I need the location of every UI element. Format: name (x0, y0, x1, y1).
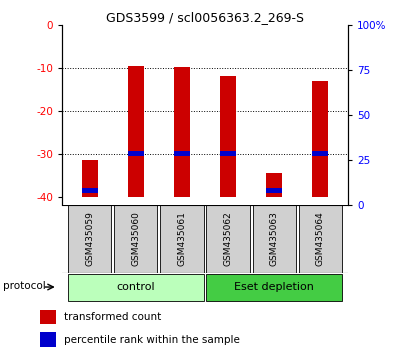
Bar (252, 205, 296, 273)
Bar (206, 205, 250, 273)
Text: GSM435059: GSM435059 (85, 211, 94, 267)
Bar (174, 151, 190, 156)
Text: GSM435064: GSM435064 (316, 212, 325, 266)
Bar (68, 274, 204, 301)
Bar (128, 151, 144, 156)
Bar (220, 151, 236, 156)
Bar (266, 173, 282, 197)
Bar (299, 205, 342, 273)
Bar (40, 332, 56, 347)
Text: transformed count: transformed count (64, 312, 161, 322)
Text: GSM435063: GSM435063 (270, 211, 279, 267)
Bar (312, 151, 328, 156)
Text: GSM435061: GSM435061 (178, 211, 186, 267)
Text: control: control (116, 282, 155, 292)
Bar (312, 81, 328, 197)
Bar (206, 274, 342, 301)
Bar (68, 205, 111, 273)
Bar (40, 310, 56, 324)
Bar (266, 188, 282, 193)
Bar (82, 160, 98, 197)
Bar (174, 67, 190, 197)
Bar (114, 205, 158, 273)
Bar (128, 65, 144, 197)
Text: Eset depletion: Eset depletion (234, 282, 314, 292)
Text: percentile rank within the sample: percentile rank within the sample (64, 335, 240, 345)
Text: protocol: protocol (3, 281, 46, 291)
Title: GDS3599 / scl0056363.2_269-S: GDS3599 / scl0056363.2_269-S (106, 11, 304, 24)
Bar (220, 76, 236, 197)
Bar (160, 205, 204, 273)
Text: GSM435062: GSM435062 (224, 212, 232, 266)
Text: GSM435060: GSM435060 (131, 211, 140, 267)
Bar (82, 188, 98, 193)
